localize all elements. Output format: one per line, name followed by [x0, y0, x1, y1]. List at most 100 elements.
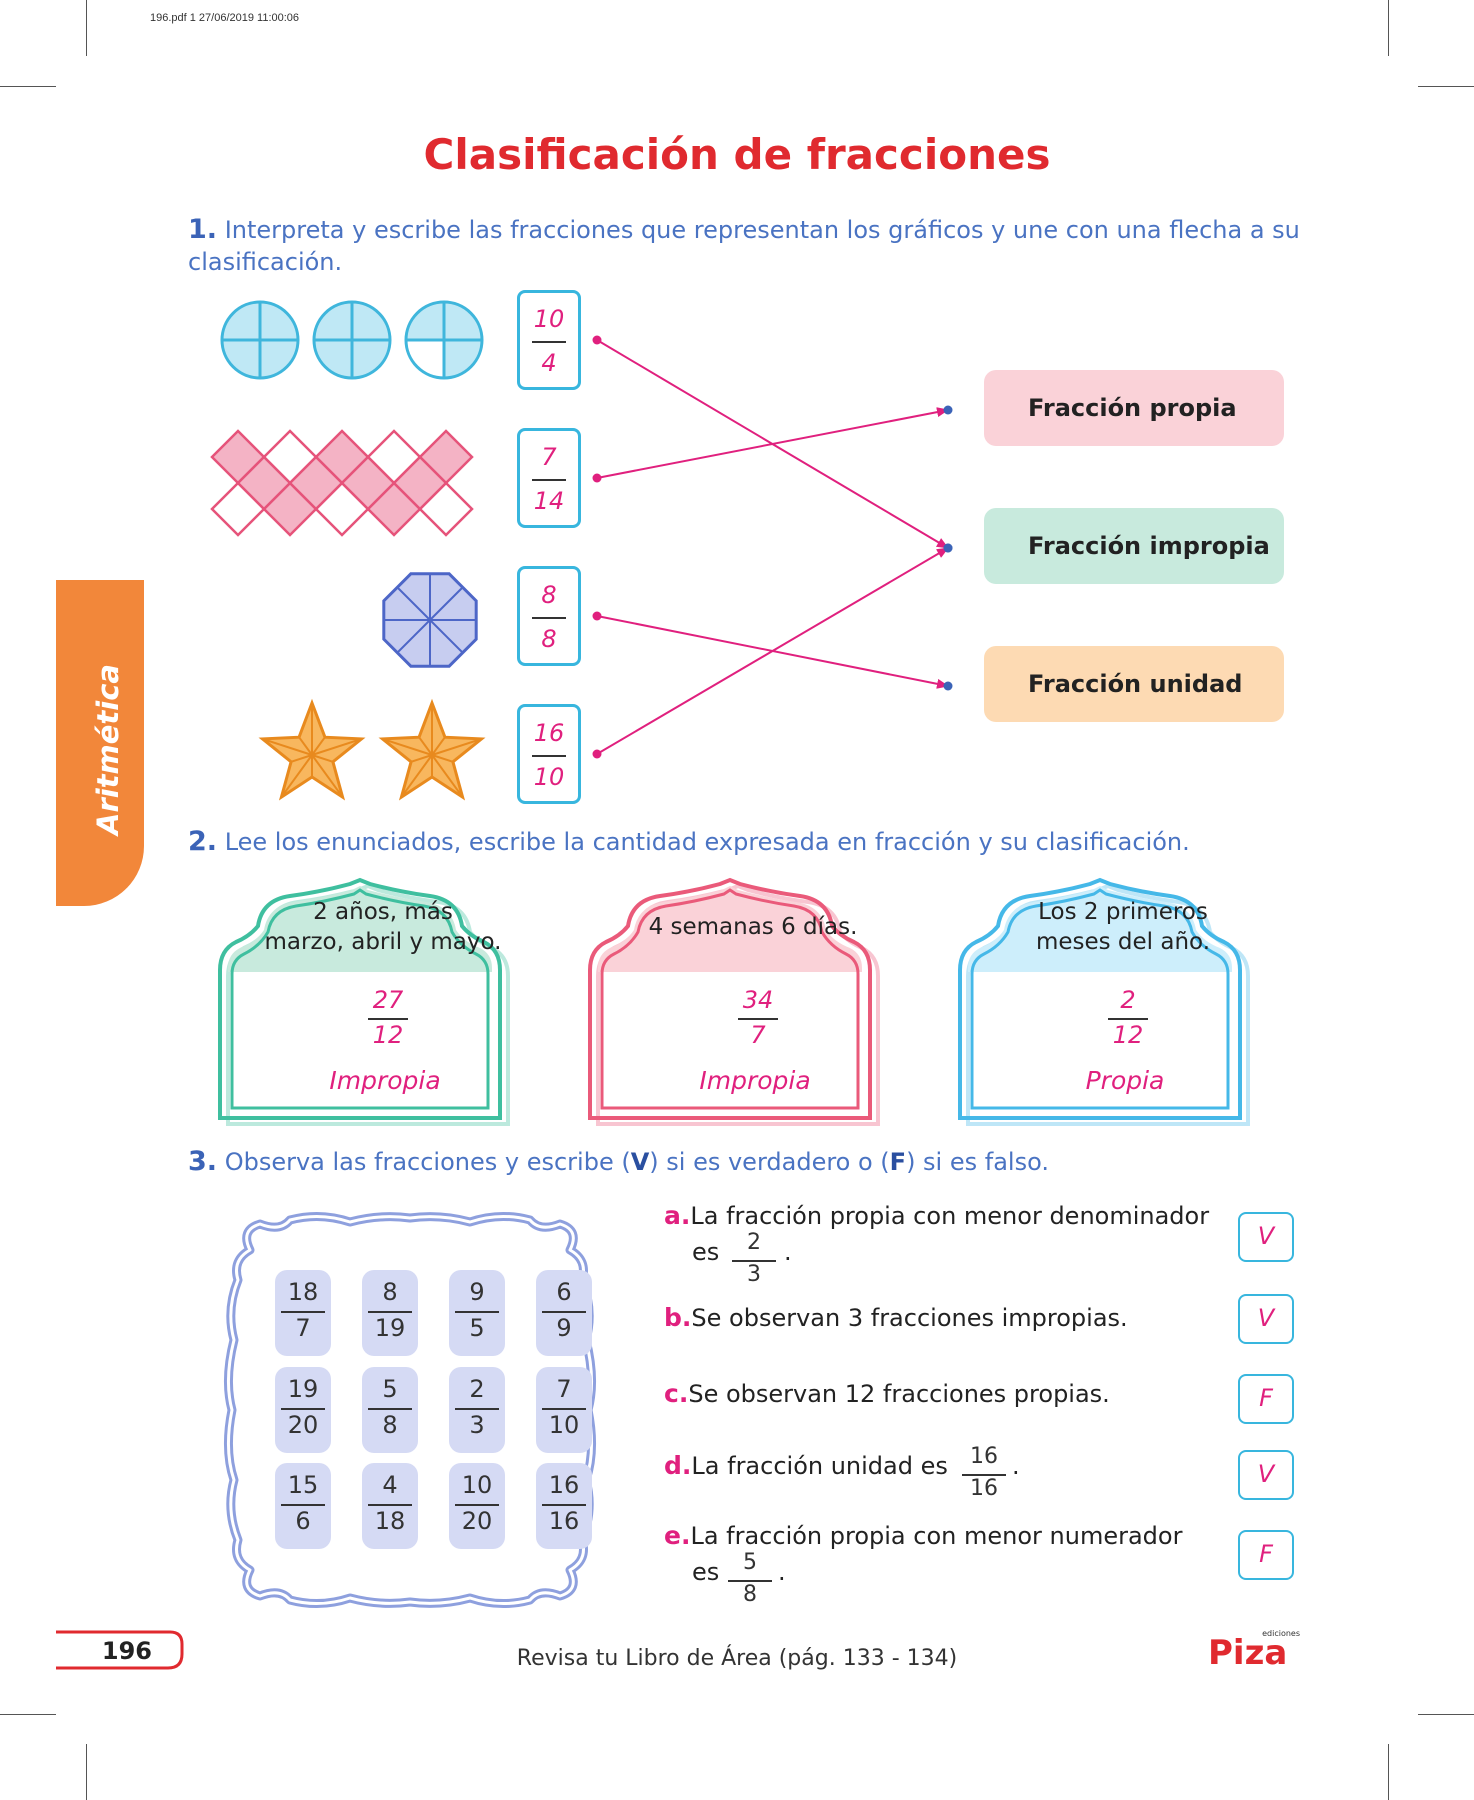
statement-text: La fracción propia con menor denominador [690, 1202, 1210, 1230]
frame-3-denominator: 12 [1112, 1021, 1144, 1049]
connection-arrow [596, 407, 949, 479]
tile-denominator: 9 [556, 1314, 572, 1342]
statement-e-cont: es [692, 1558, 720, 1586]
statement-e-numerator: 5 [743, 1550, 757, 1575]
fraction-denominator: 10 [533, 763, 565, 791]
fraction-bar [532, 479, 566, 481]
crop-mark [1388, 1744, 1389, 1800]
frame-3-line-1: Los 2 primeros [1038, 899, 1208, 925]
answer-box-b[interactable]: V [1238, 1294, 1294, 1344]
statement-letter: b. [664, 1303, 692, 1332]
question-3-number: 3. [188, 1146, 218, 1177]
frame-2-line-1: 4 semanas 6 días. [648, 914, 858, 940]
statement-a-period: . [784, 1238, 792, 1266]
diamond-cell [392, 455, 448, 511]
tile-numerator: 4 [382, 1471, 398, 1499]
tile-fraction-bar [281, 1504, 325, 1506]
answer-box-e[interactable]: F [1238, 1530, 1294, 1580]
arrow-start-dot [592, 611, 602, 621]
question-2-frames [218, 877, 1250, 1126]
tile-denominator: 16 [548, 1507, 580, 1535]
frame-1-line-1: 2 años, más [313, 899, 453, 925]
arrow-end-dot [943, 681, 953, 691]
diamonds-figure [210, 429, 474, 537]
fraction-denominator: 8 [541, 625, 557, 653]
tile-denominator: 5 [469, 1314, 485, 1342]
statement-d: d.La fracción unidad es [664, 1450, 948, 1482]
question-1-number: 1. [188, 214, 218, 245]
statement-a: a.La fracción propia con menor denominad… [664, 1200, 1209, 1232]
frame-1-numerator: 27 [372, 986, 404, 1014]
tile-numerator: 19 [287, 1375, 319, 1403]
frame-3-line-2: meses del año. [1035, 929, 1211, 955]
tile-numerator: 9 [469, 1278, 485, 1306]
tile-numerator: 7 [556, 1375, 572, 1403]
fraction-tile: 4 18 [362, 1463, 418, 1549]
statement-frame [958, 877, 1250, 1126]
false-letter: F [889, 1148, 907, 1176]
fraction-box-1: 10 4 [517, 290, 581, 390]
frame-2-classification: Impropia [699, 1066, 811, 1095]
statement-e: e.La fracción propia con menor numerador [664, 1520, 1182, 1552]
tile-fraction-bar [368, 1504, 412, 1506]
answer-box-d[interactable]: V [1238, 1450, 1294, 1500]
answer-box-c[interactable]: F [1238, 1374, 1294, 1424]
frame-1-title: 2 años, más marzo, abril y mayo. [230, 897, 536, 957]
tile-fraction-bar [542, 1408, 586, 1410]
arrow-start-dot [592, 749, 602, 759]
classification-proper: Fracción propia [984, 370, 1284, 446]
question-3-text-3: ) si es falso. [906, 1148, 1049, 1176]
diamond-cell [236, 455, 292, 511]
frame-1-line-2: marzo, abril y mayo. [264, 929, 502, 955]
statement-a-numerator: 2 [747, 1230, 761, 1255]
classification-improper: Fracción impropia [984, 508, 1284, 584]
crop-mark [1388, 0, 1389, 56]
tile-fraction-bar [542, 1504, 586, 1506]
statement-text: Se observan 3 fracciones impropias. [691, 1304, 1128, 1332]
frame-2-numerator: 34 [742, 986, 774, 1014]
arrow-start-dot [592, 473, 602, 483]
tile-denominator: 8 [382, 1411, 398, 1439]
question-3-text-2: ) si es verdadero o ( [649, 1148, 890, 1176]
tile-fraction-bar [455, 1408, 499, 1410]
tile-numerator: 15 [287, 1471, 319, 1499]
arrows-layer [592, 335, 953, 759]
fraction-grid-frame [223, 1212, 597, 1608]
tile-denominator: 20 [461, 1507, 493, 1535]
fraction-numerator: 16 [533, 719, 565, 747]
statement-e-denominator: 8 [743, 1582, 757, 1607]
statement-frame [218, 877, 510, 1126]
fraction-tile: 8 19 [362, 1270, 418, 1356]
frame-1-fraction-bar [368, 1018, 408, 1020]
tile-fraction-bar [281, 1408, 325, 1410]
statement-d-fraction-bar [962, 1474, 1006, 1476]
tile-fraction-bar [368, 1408, 412, 1410]
fraction-numerator: 7 [541, 443, 557, 471]
tile-numerator: 10 [461, 1471, 493, 1499]
question-2: 2. Lee los enunciados, escribe la cantid… [188, 826, 1300, 858]
statement-letter: c. [664, 1379, 689, 1408]
crop-mark [0, 86, 56, 87]
fraction-bar [532, 341, 566, 343]
fraction-tile: 10 20 [449, 1463, 505, 1549]
tile-denominator: 6 [295, 1507, 311, 1535]
side-tab [56, 580, 144, 906]
side-tab-label: Aritmética [91, 664, 125, 837]
frame-1-classification: Impropia [329, 1066, 441, 1095]
statement-letter: d. [664, 1451, 692, 1480]
tile-numerator: 2 [469, 1375, 485, 1403]
statement-text: La fracción propia con menor numerador [690, 1522, 1183, 1550]
tile-numerator: 6 [556, 1278, 572, 1306]
circles-figure [220, 300, 484, 380]
question-3-text-1: Observa las fracciones y escribe ( [224, 1148, 631, 1176]
statement-d-denominator: 16 [970, 1476, 998, 1501]
fraction-tile: 19 20 [275, 1367, 331, 1453]
fraction-box-4: 16 10 [517, 704, 581, 804]
frame-2-title: 4 semanas 6 días. [600, 912, 906, 942]
answer-box-a[interactable]: V [1238, 1212, 1294, 1262]
tile-denominator: 3 [469, 1411, 485, 1439]
page-number-badge: 196 [56, 1630, 184, 1670]
